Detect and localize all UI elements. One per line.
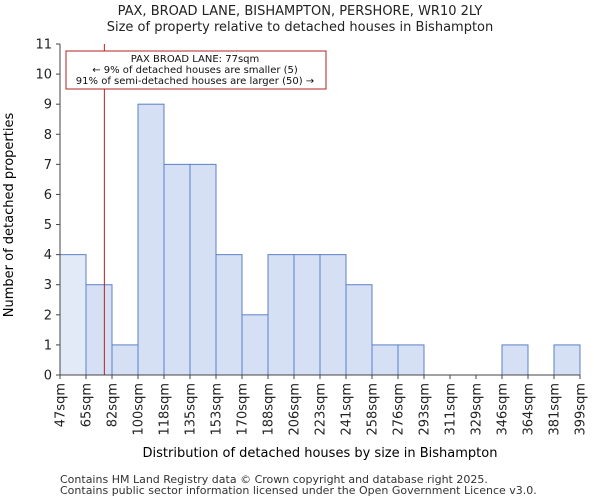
bar-276sqm — [397, 344, 425, 376]
bar-47sqm — [59, 254, 87, 376]
y-tick-label: 10 — [35, 68, 52, 83]
bar-188sqm — [267, 254, 295, 376]
x-tick-label: 118sqm — [158, 383, 173, 436]
bar-258sqm — [371, 344, 399, 376]
x-tick-label: 329sqm — [470, 383, 485, 436]
x-tick-label: 153sqm — [210, 383, 225, 436]
footer-copyright: Contains HM Land Registry data © Crown c… — [60, 473, 488, 486]
x-axis-ticks: 47sqm 65sqm 82sqm 100sqm 118sqm 135sqm 153sqm 1… — [54, 375, 589, 436]
y-tick-label: 5 — [44, 218, 52, 233]
bar-381sqm — [553, 344, 581, 376]
bar-group — [59, 103, 581, 376]
y-axis-ticks: 0 1 2 3 4 5 6 7 8 9 10 11 — [35, 38, 60, 384]
y-tick-label: 4 — [44, 248, 52, 263]
y-tick-label: 0 — [44, 369, 52, 384]
y-tick-label: 6 — [44, 188, 52, 203]
bar-241sqm — [345, 284, 373, 376]
bar-100sqm — [137, 103, 165, 376]
x-tick-label: 293sqm — [418, 383, 433, 436]
x-tick-label: 276sqm — [392, 383, 407, 436]
y-tick-label: 11 — [35, 38, 52, 53]
x-tick-label: 206sqm — [288, 383, 303, 436]
y-tick-label: 7 — [44, 158, 52, 173]
y-tick-label: 9 — [44, 98, 52, 113]
x-tick-label: 381sqm — [548, 383, 563, 436]
x-tick-label: 100sqm — [132, 383, 147, 436]
x-tick-label: 346sqm — [496, 383, 511, 436]
x-tick-label: 170sqm — [236, 383, 251, 436]
x-tick-label: 188sqm — [262, 383, 277, 436]
x-axis-label: Distribution of detached houses by size … — [143, 446, 498, 461]
y-tick-label: 1 — [44, 338, 52, 353]
x-tick-label: 399sqm — [574, 383, 589, 436]
x-tick-label: 364sqm — [522, 383, 537, 436]
y-tick-label: 2 — [44, 308, 52, 323]
x-tick-label: 223sqm — [314, 383, 329, 436]
bar-206sqm — [293, 254, 321, 376]
annotation-line: ← 9% of detached houses are smaller (5) — [92, 65, 298, 76]
x-tick-label: 258sqm — [366, 383, 381, 436]
x-tick-label: 241sqm — [340, 383, 355, 436]
bar-135sqm — [189, 163, 217, 376]
bar-223sqm — [319, 254, 347, 376]
x-tick-label: 82sqm — [106, 383, 121, 427]
bar-82sqm — [111, 344, 139, 376]
y-tick-label: 3 — [44, 278, 52, 293]
bar-170sqm — [241, 314, 269, 376]
x-tick-label: 65sqm — [80, 383, 95, 427]
annotation-line: 91% of semi-detached houses are larger (… — [76, 76, 314, 87]
x-tick-label: 47sqm — [54, 383, 69, 427]
annotation-line: PAX BROAD LANE: 77sqm — [131, 54, 260, 65]
marker-annotation: PAX BROAD LANE: 77sqm← 9% of detached ho… — [65, 50, 327, 90]
footer-licence: Contains public sector information licen… — [60, 484, 537, 497]
bar-346sqm — [501, 344, 529, 376]
y-axis-label: Number of detached properties — [2, 113, 17, 318]
chart-subtitle: Size of property relative to detached ho… — [106, 20, 494, 35]
y-tick-label: 8 — [44, 128, 52, 143]
bar-153sqm — [215, 254, 243, 376]
annotation-box — [65, 50, 327, 90]
x-tick-label: 135sqm — [184, 383, 199, 436]
chart-title: PAX, BROAD LANE, BISHAMPTON, PERSHORE, W… — [117, 4, 483, 19]
x-tick-label: 311sqm — [444, 383, 459, 436]
bar-118sqm — [163, 163, 191, 376]
bar-65sqm — [85, 284, 113, 376]
